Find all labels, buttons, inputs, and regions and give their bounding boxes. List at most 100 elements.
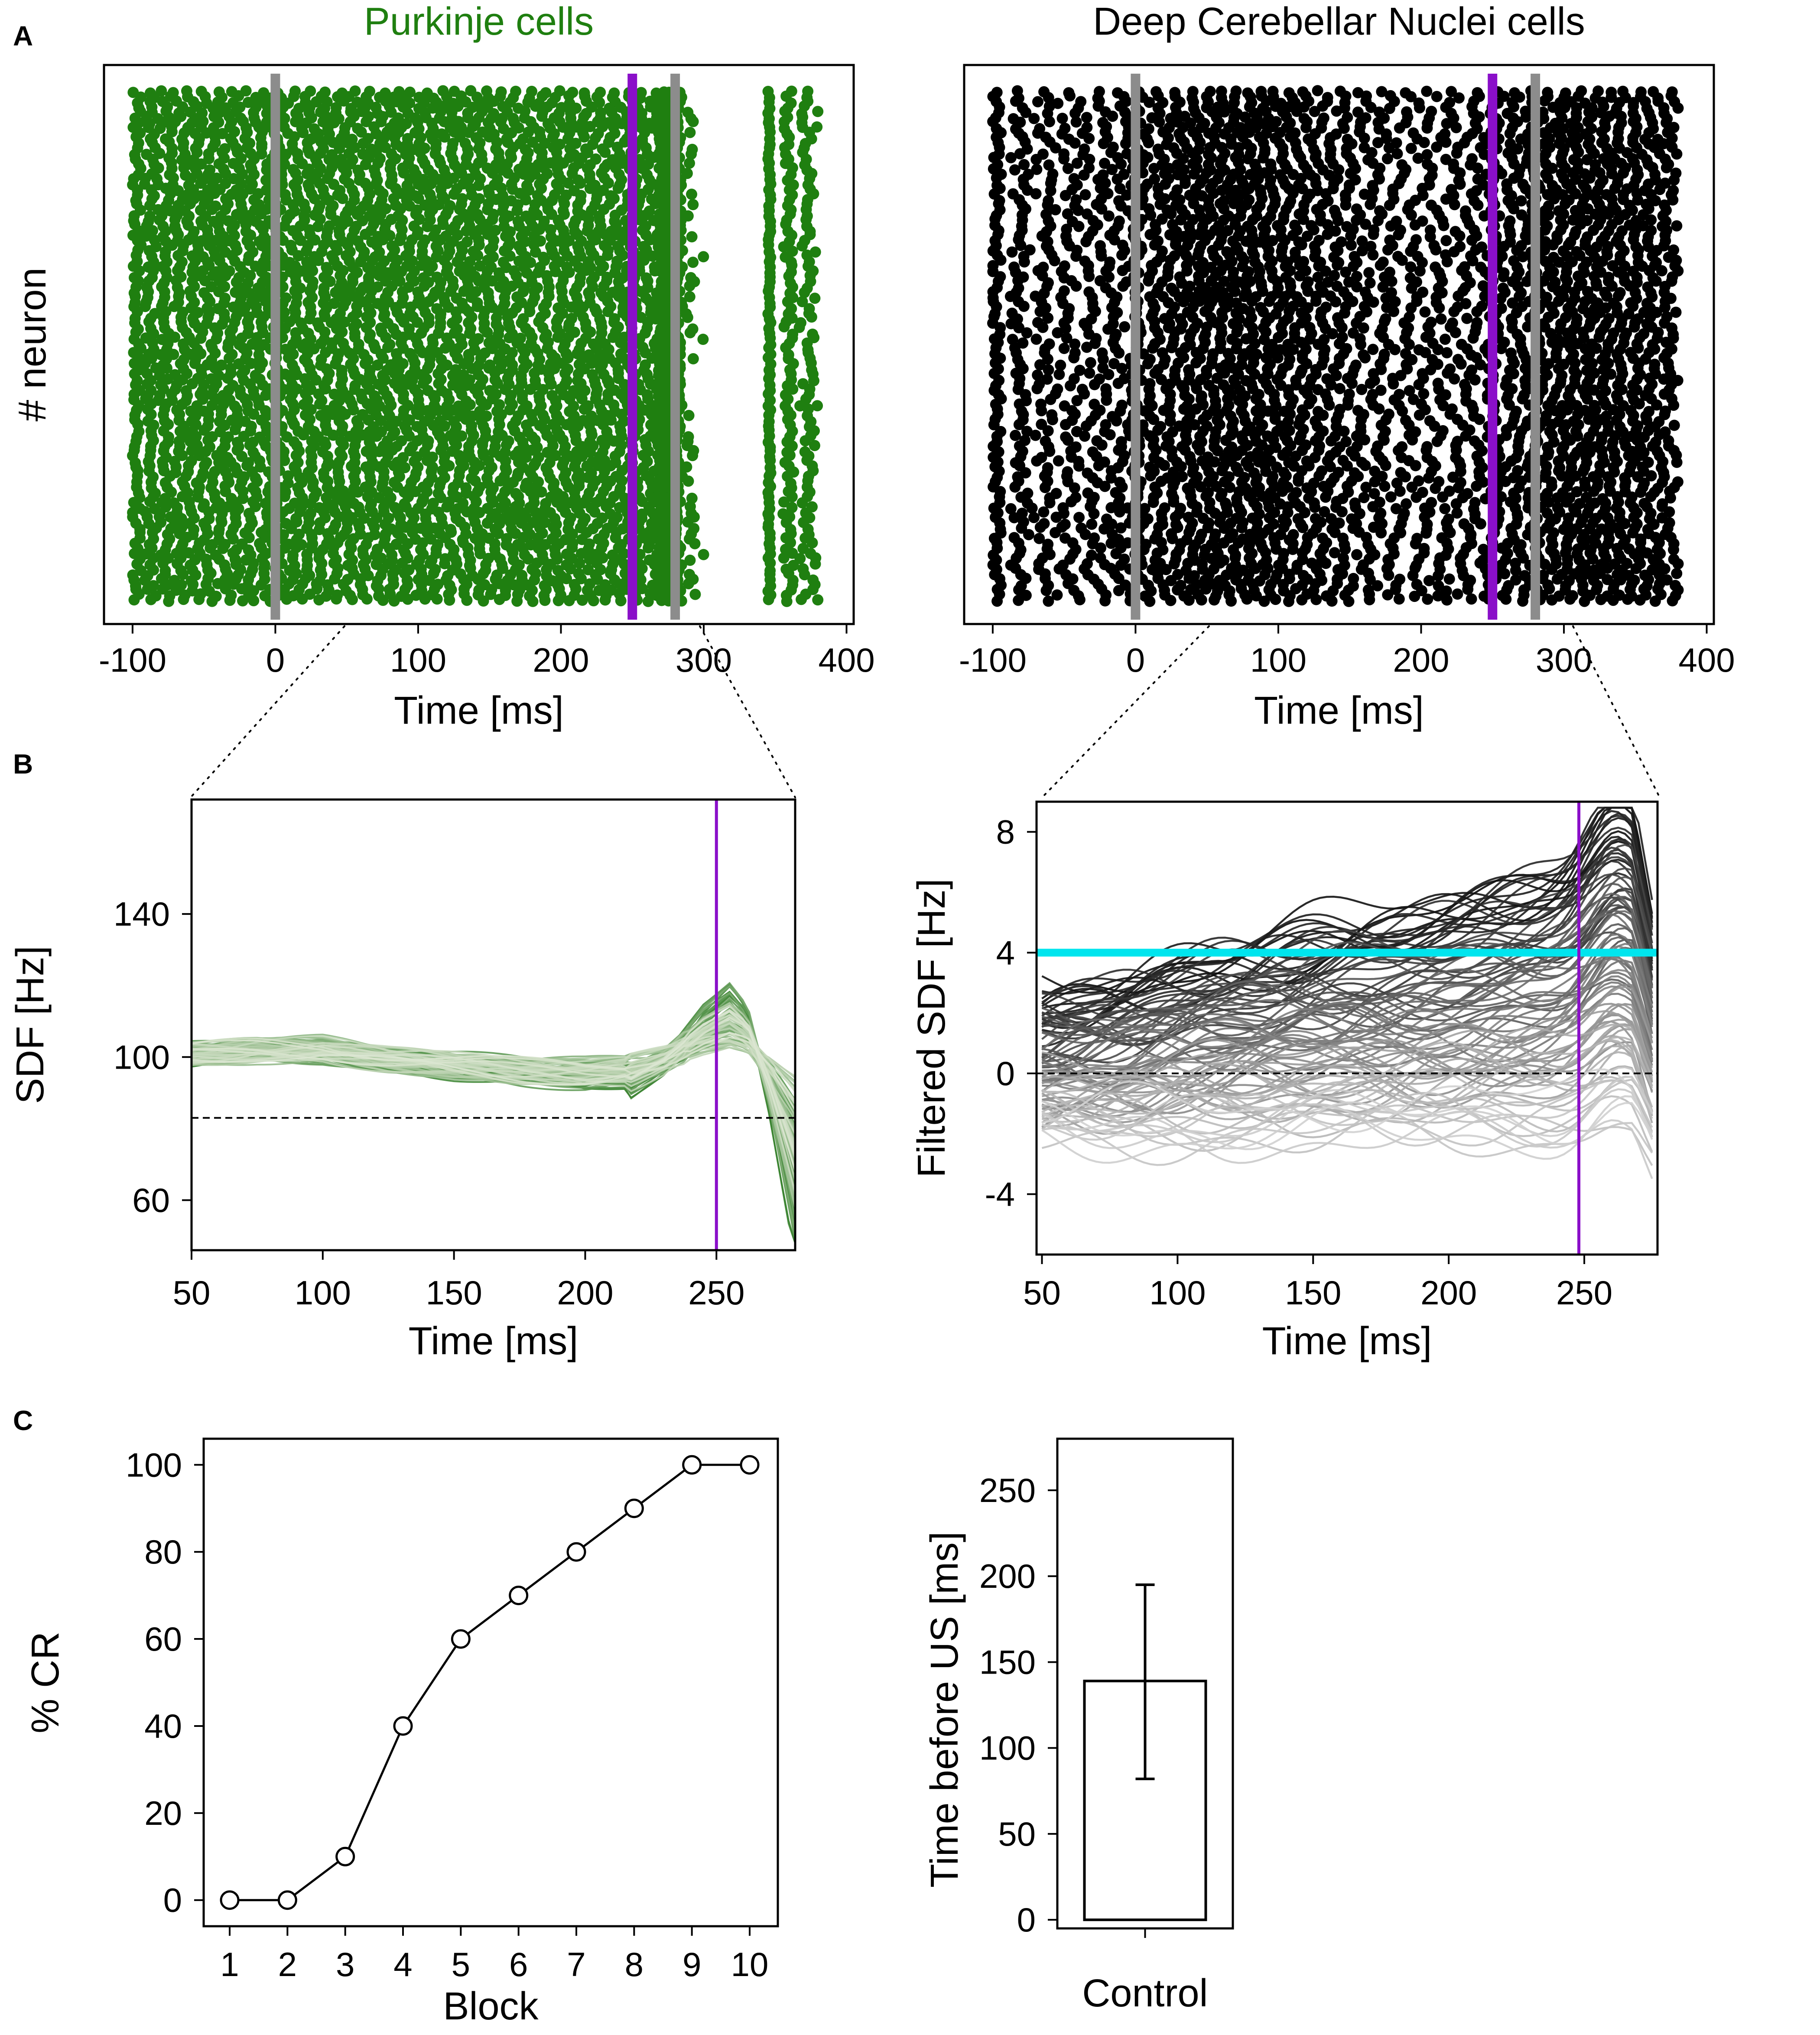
y-axis-label: # neuron [11, 267, 54, 421]
spike-dot [313, 594, 325, 606]
spike-dot [1451, 147, 1462, 159]
spike-dot [1671, 148, 1683, 160]
spike-dot [248, 595, 260, 607]
spike-dot [686, 148, 697, 160]
spike-dot [796, 240, 808, 252]
spike-dot [578, 131, 590, 143]
spike-dot [684, 127, 696, 138]
spike-dot [796, 594, 807, 605]
x-tick-label: 300 [676, 641, 732, 679]
spike-dot [444, 594, 455, 606]
panel-label-c: C [13, 1405, 33, 1436]
spike-dot [220, 168, 231, 179]
spike-dot [793, 322, 805, 333]
spike-dot [461, 225, 472, 237]
spike-dot [486, 275, 498, 287]
spike-dot [796, 497, 808, 509]
spike-dot [612, 182, 624, 194]
spike-dot [683, 410, 695, 421]
spike-dot [562, 177, 574, 189]
spike-dot [1414, 102, 1425, 114]
spike-dot [563, 595, 575, 606]
x-tick-label: 400 [818, 641, 874, 679]
spike-dot [1421, 122, 1433, 134]
spike-dot [296, 593, 308, 605]
spike-dots [987, 85, 1684, 607]
spike-dot [1381, 153, 1393, 165]
spike-dot [144, 200, 156, 211]
spike-dot [1070, 116, 1082, 128]
spike-dot [128, 594, 140, 606]
spike-dot [1412, 153, 1424, 164]
spike-dot [763, 594, 774, 605]
spike-dot [462, 112, 474, 124]
spike-dot [591, 343, 602, 354]
spike-dot [586, 205, 597, 216]
spike-dot [1098, 138, 1109, 150]
spike-dot [584, 182, 596, 194]
spike-dot [156, 85, 167, 97]
spike-dot [1331, 105, 1342, 117]
spike-dot [1030, 154, 1042, 165]
spike-dot [478, 595, 489, 607]
x-tick-label: -100 [99, 641, 166, 679]
spike-dot [778, 552, 790, 564]
spike-dot [1107, 111, 1118, 122]
spike-dot [689, 588, 701, 600]
panel-label-a: A [13, 20, 33, 52]
spike-dot [1032, 96, 1043, 107]
spike-dot [1504, 128, 1516, 140]
spike-dot [552, 332, 564, 343]
spike-dot [684, 157, 695, 169]
panel-labels: A B C [13, 20, 33, 1436]
spike-dot [682, 312, 693, 323]
spike-dot [806, 311, 817, 323]
spike-dot [337, 193, 348, 204]
spike-dot [1372, 137, 1384, 149]
spike-dot [195, 177, 207, 189]
spike-dot [166, 126, 178, 137]
spike-dot [778, 241, 790, 253]
spike-dot [279, 220, 290, 232]
spike-dot [361, 593, 373, 605]
spike-dot [615, 595, 627, 607]
spike-dot [687, 199, 699, 211]
spike-dot [1418, 137, 1430, 148]
spike-dot [431, 593, 443, 605]
spike-dot [237, 168, 248, 180]
spike-dot [312, 221, 324, 232]
spike-dot [481, 327, 493, 338]
spike-dot [687, 116, 699, 127]
spike-dot [684, 327, 696, 338]
spike-dot [584, 121, 596, 132]
spike-dot [698, 549, 709, 560]
spike-dot [161, 362, 172, 374]
spike-dot [224, 595, 236, 606]
spike-dot [511, 595, 523, 607]
spike-dot [684, 280, 696, 292]
spike-dot [140, 230, 152, 242]
spike-dot [347, 594, 358, 605]
x-tick-label: 200 [533, 641, 589, 679]
spike-dot [145, 594, 157, 605]
spike-dot [224, 352, 235, 364]
spike-dot [524, 306, 536, 317]
spike-dot [547, 131, 559, 143]
panel-label-b: B [13, 748, 33, 780]
spike-dot [552, 595, 564, 606]
spike-dot [163, 595, 175, 607]
spike-dot [1300, 122, 1312, 133]
spike-dot [1309, 106, 1320, 117]
spike-dot [1081, 112, 1092, 124]
spike-dot [1154, 116, 1165, 128]
spike-dot [331, 593, 342, 605]
spike-dot [334, 143, 345, 154]
spike-dots [127, 85, 824, 607]
spike-dot [1421, 85, 1433, 97]
spike-dot [576, 595, 588, 606]
spike-dot [358, 138, 369, 150]
spike-dot [778, 321, 790, 333]
spike-dot [812, 106, 824, 117]
